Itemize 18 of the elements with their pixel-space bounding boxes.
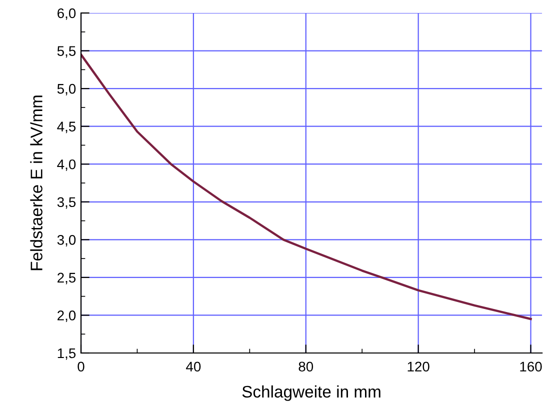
- y-tick-label: 5,0: [57, 84, 76, 96]
- y-tick-label: 2,0: [58, 310, 76, 322]
- x-tick-label: 120: [408, 362, 430, 372]
- y-tick-label: 2,5: [58, 272, 76, 284]
- x-tick-label: 40: [186, 362, 201, 372]
- x-axis-title: Schlagweite in mm: [242, 385, 380, 401]
- y-tick-label: 6,0: [58, 8, 76, 20]
- y-tick-label: 3,0: [57, 235, 76, 246]
- y-tick-label: 1,5: [58, 348, 76, 360]
- y-tick-label: 4,0: [57, 159, 76, 171]
- y-tick-label: 4,5: [57, 122, 76, 134]
- x-tick-label: 160: [520, 362, 542, 372]
- y-axis-title: Feldstaerke E in kV/mm: [30, 96, 42, 270]
- x-tick-label: 0: [78, 362, 84, 372]
- y-tick-label: 5,5: [57, 46, 76, 58]
- y-tick-label: 3,5: [57, 197, 76, 209]
- x-tick-label: 80: [298, 362, 314, 372]
- line-series: [81, 53, 532, 320]
